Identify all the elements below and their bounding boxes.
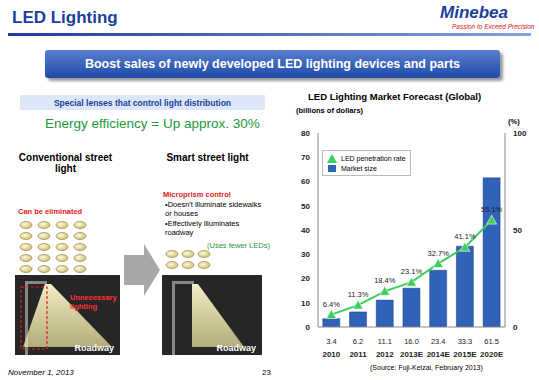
svg-text:10: 10 [301,299,310,308]
html-text:Smart street light: Smart street light [166,152,249,163]
html-text:23: 23 [262,368,271,377]
svg-text:33.3: 33.3 [458,337,473,346]
svg-text:2015E: 2015E [453,350,477,359]
html-text:•Doesn't illuminate sidewalks: •Doesn't illuminate sidewalks or houses [165,200,262,218]
html-text:Energy efficiency = Up approx.: Energy efficiency = Up approx. 30% [45,116,260,131]
html-text:Unnecessary lighting: Unnecessary lighting [70,293,117,311]
svg-text:70: 70 [301,153,310,162]
svg-text:6.4%: 6.4% [323,300,340,309]
svg-text:50: 50 [513,226,522,235]
html-text:LED Lighting Market Forecast (: LED Lighting Market Forecast (Global) [308,91,482,102]
svg-text:2011: 2011 [349,350,367,359]
svg-text:2012: 2012 [376,350,394,359]
html-text:Minebea: Minebea [440,3,508,22]
html-text:Boost sales of newly developed: Boost sales of newly developed LED light… [85,57,460,71]
svg-text:16.0: 16.0 [404,337,419,346]
html-text:Microprism control: Microprism control [163,190,231,199]
html-text:Special lenses that control li: Special lenses that control light distri… [53,97,231,108]
html-text:Passion to Exceed Precision: Passion to Exceed Precision [452,23,535,30]
svg-text:30: 30 [301,250,310,259]
svg-text:23.4: 23.4 [431,337,446,346]
svg-text:20: 20 [301,274,310,283]
svg-text:11.3%: 11.3% [348,290,369,299]
html-text:Conventional street light: Conventional street light [18,152,113,174]
svg-text:23.1%: 23.1% [401,267,423,276]
svg-text:61.5: 61.5 [484,337,499,346]
svg-text:60: 60 [301,177,310,186]
svg-text:0: 0 [306,323,311,332]
svg-text:11.1: 11.1 [378,337,392,346]
html-text:November 1, 2013: November 1, 2013 [8,368,74,377]
svg-text:0: 0 [513,323,518,332]
html-text:LED Lighting: LED Lighting [12,8,118,27]
html-text:Market size: Market size [341,164,377,172]
svg-text:Roadway: Roadway [74,343,114,353]
html-text:•Effectively illuminates roadw: •Effectively illuminates roadway [165,219,240,237]
html-text:Can be eliminated: Can be eliminated [18,207,83,216]
html-text:LED penetration rate: LED penetration rate [341,154,406,162]
svg-text:41.1%: 41.1% [454,232,476,241]
svg-text:2010: 2010 [322,350,340,359]
html-text:(Source: Fuji-Keizai, February: (Source: Fuji-Keizai, February 2013) [370,364,483,371]
svg-text:Roadway: Roadway [216,343,256,353]
svg-text:6.2: 6.2 [353,337,363,346]
svg-text:40: 40 [301,226,310,235]
svg-text:80: 80 [301,129,310,138]
svg-text:2014E: 2014E [427,350,451,359]
svg-text:50: 50 [301,202,310,211]
svg-text:2020E: 2020E [480,350,504,359]
svg-text:32.7%: 32.7% [428,249,450,258]
svg-text:100: 100 [513,129,527,138]
svg-text:2013E: 2013E [400,350,424,359]
svg-text:3.4: 3.4 [326,337,336,346]
svg-text:55.1%: 55.1% [481,205,503,214]
html-text:(billions of dollars): (billions of dollars) [296,106,364,115]
svg-text:18.4%: 18.4% [374,276,396,285]
html-text:(Uses fewer LEDs): (Uses fewer LEDs) [207,241,270,250]
